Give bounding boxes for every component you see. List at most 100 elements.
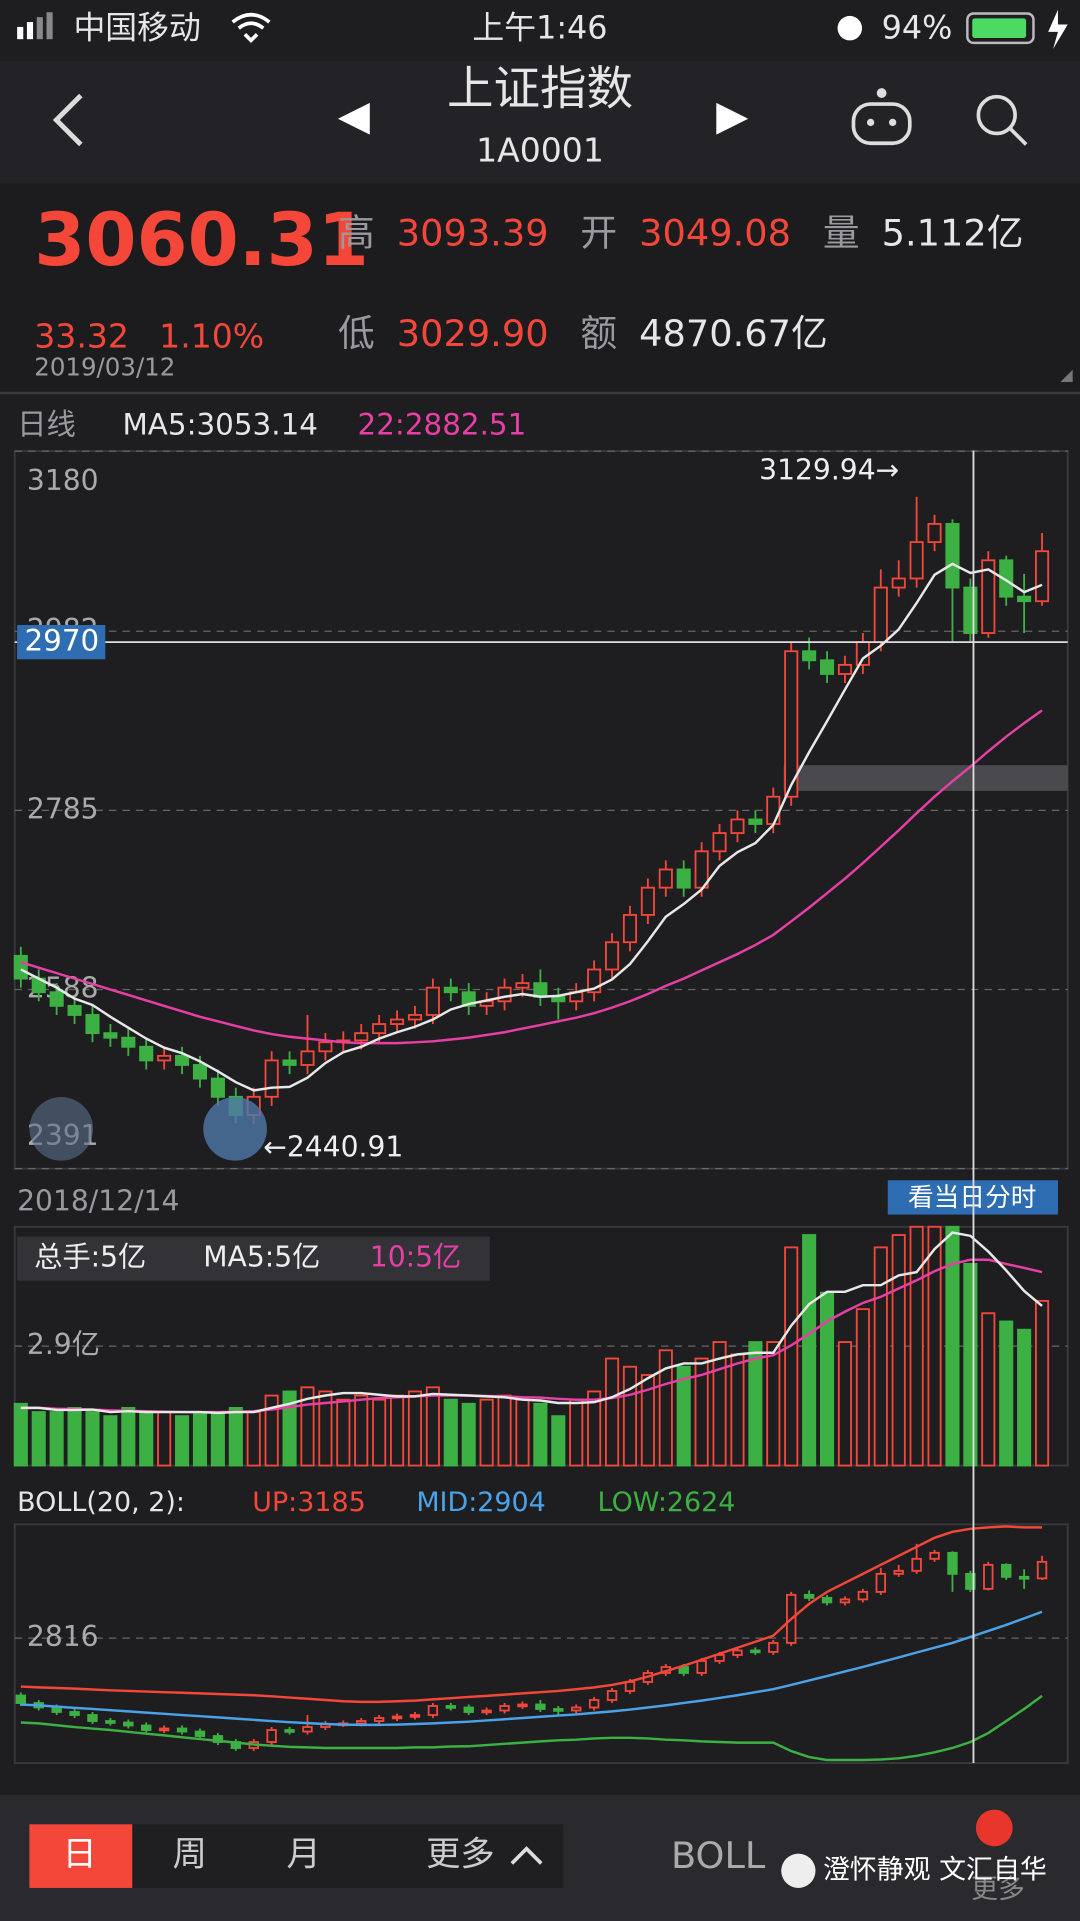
candle-body	[732, 1649, 743, 1656]
candle-body	[157, 1054, 172, 1062]
candle-body	[373, 1717, 385, 1722]
robot-icon	[876, 88, 887, 98]
volume-bar	[407, 1390, 423, 1467]
boll-label: BOLL(20, 2):	[17, 1487, 185, 1518]
indicator-tab[interactable]: BOLL	[671, 1834, 766, 1877]
volume-bar	[802, 1234, 817, 1467]
candle-body	[999, 559, 1014, 598]
volume-bar	[67, 1406, 82, 1467]
candle-body	[588, 1699, 600, 1709]
clock: 上午1:46	[472, 8, 607, 46]
high-value: 3093.39	[397, 212, 549, 255]
candle-body	[266, 1729, 277, 1743]
back-button[interactable]	[52, 93, 83, 147]
volume-bar	[587, 1390, 602, 1467]
volume-bar	[1017, 1328, 1032, 1467]
volume-bar	[31, 1411, 46, 1467]
ma22-legend: 22:2882.51	[358, 408, 527, 442]
search-button[interactable]	[976, 94, 1028, 146]
volume-bar	[264, 1394, 279, 1467]
more-arrow[interactable]	[510, 1846, 543, 1865]
candle-body	[176, 1727, 188, 1733]
intraday-button-label[interactable]: 看当日分时	[908, 1183, 1037, 1213]
volume-bar	[354, 1394, 369, 1467]
low-value: 3029.90	[397, 312, 549, 355]
volume-bar	[622, 1365, 638, 1467]
volume-bar	[784, 1246, 799, 1467]
volume-bar	[551, 1415, 566, 1467]
signal-icon	[17, 26, 24, 40]
volume-bar	[479, 1398, 494, 1467]
boll-chart[interactable]: 2816	[13, 1523, 1069, 1764]
candle-body	[712, 832, 727, 853]
boll-mid-legend: MID:2904	[416, 1487, 545, 1518]
next-button[interactable]	[716, 102, 749, 135]
search-icon	[1008, 127, 1028, 146]
charging-icon	[1048, 9, 1068, 49]
search-icon	[976, 94, 1017, 136]
period-tab[interactable]: 日	[62, 1835, 96, 1875]
candle-body	[445, 1705, 457, 1709]
notification-dot[interactable]	[975, 1809, 1013, 1847]
candle-body	[67, 1004, 82, 1016]
candle-body	[551, 995, 566, 1003]
period-tab[interactable]: 月	[287, 1835, 321, 1875]
candle-body	[624, 1681, 636, 1692]
active-tab[interactable]	[29, 1824, 133, 1888]
period-tab[interactable]: 更多	[426, 1835, 495, 1875]
candle-body	[212, 1735, 224, 1743]
candle-body	[481, 1709, 492, 1714]
ma22-line	[20, 709, 1043, 1045]
boll-low-line	[20, 1694, 1043, 1762]
wifi-icon	[231, 12, 271, 44]
candle-body	[571, 1706, 582, 1712]
volume-bar	[694, 1357, 709, 1467]
candle-body	[139, 1045, 154, 1062]
candle-body	[103, 1032, 118, 1039]
candle-body	[606, 1690, 618, 1701]
boll-mid-line	[20, 1610, 1043, 1727]
volume-bar	[515, 1398, 530, 1467]
y-tick-label: 3180	[27, 464, 99, 497]
period-tab[interactable]: 周	[173, 1835, 207, 1875]
volume-bar	[461, 1402, 476, 1467]
candle-body	[696, 1660, 707, 1674]
candle-body	[911, 1557, 922, 1572]
ma5-legend: MA5:3053.14	[122, 408, 318, 442]
volume-bar	[318, 1390, 333, 1467]
battery-percent: 94%	[882, 8, 953, 46]
candle-body	[1001, 1563, 1012, 1578]
candle-body	[1018, 1575, 1030, 1580]
candle-body	[87, 1714, 98, 1722]
volume-ma5-line	[20, 1231, 1043, 1415]
volume-bar	[855, 1308, 870, 1467]
robot-button[interactable]	[851, 88, 912, 146]
status-bar: 中国移动 上午1:46 94%	[17, 8, 1068, 49]
volume-bar	[1035, 1299, 1050, 1467]
watermark-icon	[781, 1853, 816, 1888]
candle-body	[965, 1572, 976, 1590]
carrier: 中国移动	[73, 8, 200, 46]
candle-body	[194, 1730, 206, 1737]
more-tab[interactable]: 更多	[971, 1874, 1025, 1905]
volume-bar	[157, 1411, 172, 1467]
volume-chart[interactable]: 2.9亿 总手:5亿 MA5:5亿 10:5亿	[13, 1225, 1069, 1467]
candle-body	[658, 868, 673, 889]
volume-label: 量	[823, 212, 860, 255]
candle-body	[318, 1041, 333, 1053]
last-price: 3060.31	[34, 198, 369, 283]
candle-body	[875, 1572, 886, 1593]
volume-bar	[945, 1225, 960, 1467]
volume-bar	[103, 1415, 118, 1467]
low-annotation: ←2440.91	[263, 1130, 403, 1163]
kline-chart[interactable]: 3180298227852588239129703129.94→←2440.91	[13, 450, 1069, 1170]
watermark: 澄怀静观 文汇自华	[823, 1854, 1047, 1885]
candle-body	[873, 586, 888, 644]
candle-body	[820, 659, 835, 675]
candle-body	[282, 1059, 297, 1066]
candle-body	[407, 1014, 423, 1021]
prev-button[interactable]	[337, 102, 370, 135]
low-label: 低	[338, 312, 375, 355]
